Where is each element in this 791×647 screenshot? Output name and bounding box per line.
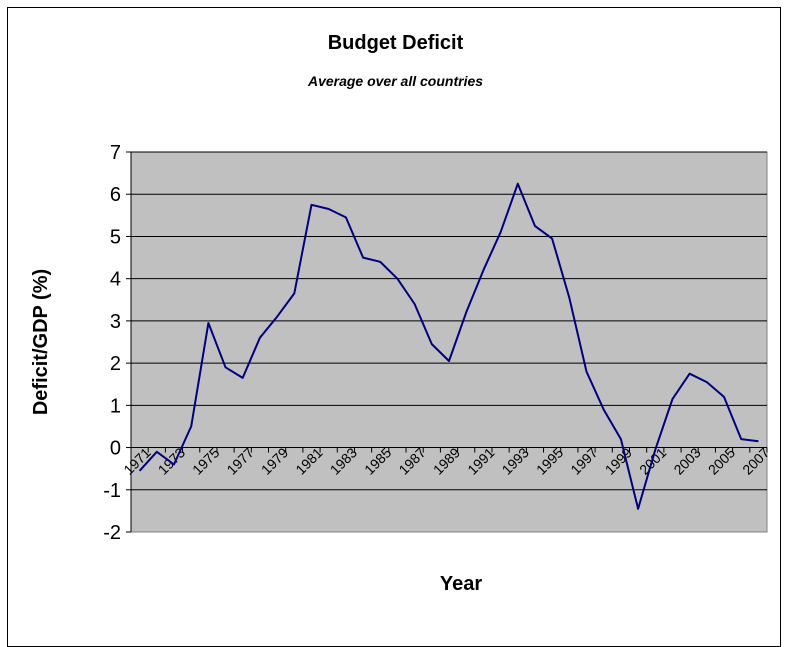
gridlines: [131, 151, 767, 491]
series-line: [138, 182, 759, 510]
y-tick-label: 4: [110, 269, 121, 291]
y-tick-label: -1: [103, 480, 121, 502]
y-tick-label: 3: [110, 311, 121, 333]
y-tick-labels: -2 -1 0 1 2 3 4 5 6 7: [103, 142, 121, 544]
chart-subtitle: Average over all countries: [307, 73, 484, 89]
x-axis-label: Year: [440, 573, 482, 595]
axes: [126, 151, 768, 533]
y-tick-label: 1: [110, 395, 121, 417]
y-tick-label: 7: [110, 142, 121, 164]
y-tick-label: 5: [110, 226, 121, 248]
y-tick-label: 0: [110, 438, 121, 460]
y-tick-label: -2: [103, 522, 121, 544]
y-axis-label: Deficit/GDP (%): [30, 269, 52, 415]
y-tick-label: 6: [110, 184, 121, 206]
chart-title: Budget Deficit: [327, 32, 464, 54]
y-tick-label: 2: [110, 353, 121, 375]
plot-area: [130, 151, 768, 533]
